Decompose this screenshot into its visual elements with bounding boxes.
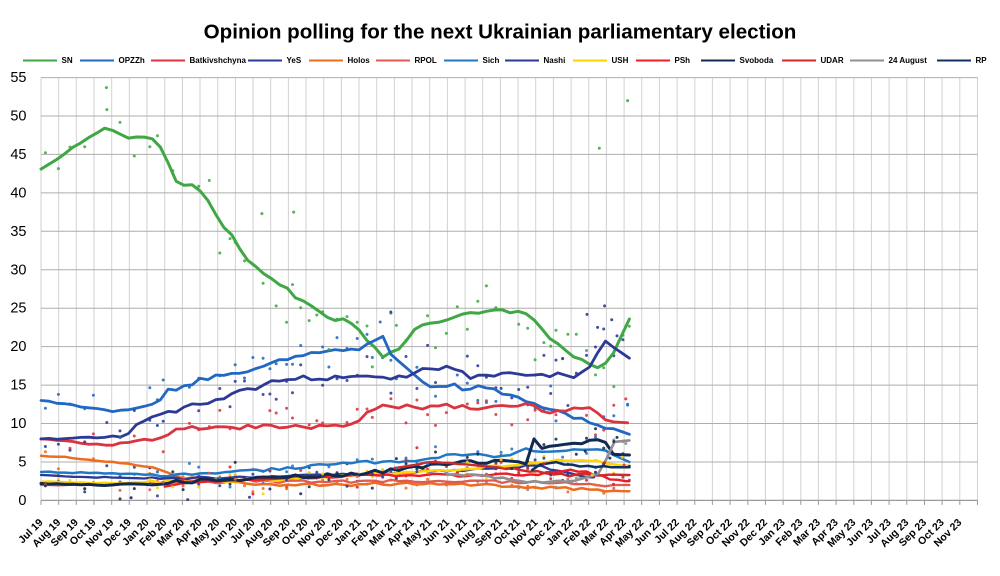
svg-text:Holos: Holos bbox=[348, 56, 371, 65]
svg-text:50: 50 bbox=[10, 109, 26, 125]
svg-text:15: 15 bbox=[10, 378, 26, 394]
svg-text:YeS: YeS bbox=[287, 56, 302, 65]
svg-text:24 August: 24 August bbox=[889, 56, 928, 65]
svg-text:20: 20 bbox=[10, 339, 26, 355]
svg-text:USH: USH bbox=[612, 56, 629, 65]
svg-text:10: 10 bbox=[10, 416, 26, 432]
svg-text:Sich: Sich bbox=[483, 56, 500, 65]
svg-text:35: 35 bbox=[10, 224, 26, 240]
svg-text:55: 55 bbox=[10, 70, 26, 86]
svg-text:Svoboda: Svoboda bbox=[740, 56, 774, 65]
svg-text:0: 0 bbox=[18, 493, 26, 509]
svg-text:SN: SN bbox=[62, 56, 73, 65]
svg-text:Nashi: Nashi bbox=[544, 56, 566, 65]
svg-text:RPOL: RPOL bbox=[415, 56, 437, 65]
svg-text:RP: RP bbox=[976, 56, 988, 65]
svg-text:OPZZh: OPZZh bbox=[119, 56, 145, 65]
svg-text:Opinion polling for the next U: Opinion polling for the next Ukrainian p… bbox=[204, 21, 797, 44]
svg-text:Batkivshchyna: Batkivshchyna bbox=[190, 56, 247, 65]
svg-text:40: 40 bbox=[10, 185, 26, 201]
svg-text:UDAR: UDAR bbox=[821, 56, 844, 65]
svg-text:25: 25 bbox=[10, 301, 26, 317]
svg-text:PSh: PSh bbox=[675, 56, 691, 65]
svg-text:30: 30 bbox=[10, 262, 26, 278]
svg-text:5: 5 bbox=[18, 455, 26, 471]
svg-text:45: 45 bbox=[10, 147, 26, 163]
